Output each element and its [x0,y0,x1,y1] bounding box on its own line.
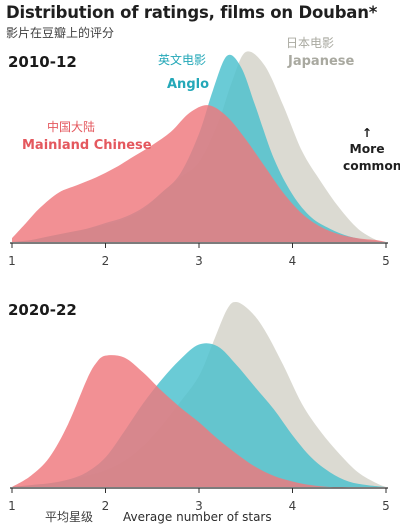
x-tick-label-5-2010-12: 5 [382,254,390,268]
area-mainland-2020-22 [12,355,386,488]
panel-2010-12: 1 2 3 4 5 [8,51,390,268]
chart-subtitle-zh: 影片在豆瓣上的评分 [6,26,115,40]
chart-title: Distribution of ratings, films on Douban… [6,3,378,22]
series-label-mainland-zh: 中国大陆 [47,120,96,134]
x-tick-label-5-2020-22: 5 [382,499,390,513]
x-axis-label-en: Average number of stars [123,510,272,524]
panel-2020-22: 1 2 3 4 5 [8,301,390,513]
x-tick-label-4-2020-22: 4 [289,499,297,513]
series-label-mainland: Mainland Chinese [22,138,152,153]
area-japanese-2010-12 [12,51,386,242]
series-label-japanese: Japanese [288,54,355,69]
x-tick-label-2-2010-12: 2 [102,254,110,268]
x-tick-label-3-2020-22: 3 [195,499,203,513]
panel-label-2010-12: 2010-12 [8,53,77,71]
series-label-japanese-zh: 日本电影 [286,36,335,50]
x-tick-label-1-2010-12: 1 [8,254,16,268]
panel-label-2020-22: 2020-22 [8,301,77,319]
more-common-line2: common [343,158,400,173]
x-tick-label-4-2010-12: 4 [289,254,297,268]
x-tick-label-1-2020-22: 1 [8,499,16,513]
more-common-note: ↑ More common [343,125,400,174]
x-tick-label-3-2010-12: 3 [195,254,203,268]
x-tick-label-2-2020-22: 2 [102,499,110,513]
up-arrow-icon: ↑ [361,126,373,140]
area-mainland-2010-12 [12,105,386,242]
more-common-line1: More [349,142,385,157]
x-axis-label-zh: 平均星级 [45,510,94,524]
series-label-anglo-zh: 英文电影 [158,53,207,67]
series-label-anglo: Anglo [167,77,210,92]
area-anglo-2020-22 [12,343,386,487]
